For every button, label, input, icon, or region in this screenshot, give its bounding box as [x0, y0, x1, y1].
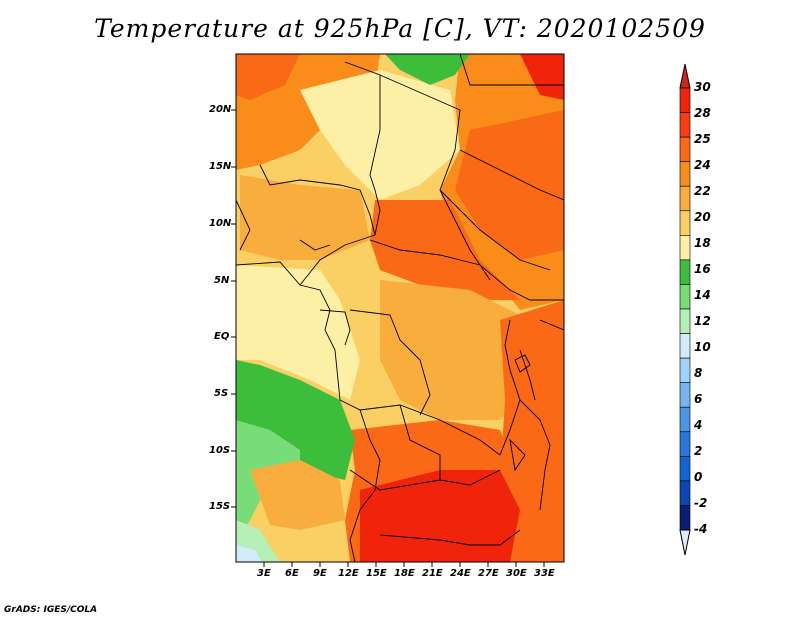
- colorbar-swatch: [679, 136, 691, 162]
- lon-label-33e: 33E: [534, 568, 555, 579]
- colorbar-label-minus2: -2: [694, 496, 708, 510]
- map-frame: [235, 53, 565, 563]
- lat-label-5s: 5S: [214, 388, 229, 399]
- colorbar-label-12: 12: [694, 314, 711, 328]
- colorbar-swatch: [679, 284, 691, 310]
- colorbar-swatch: [679, 235, 691, 261]
- lon-label-27e: 27E: [478, 568, 499, 579]
- temperature-field: [236, 54, 564, 562]
- colorbar-label-20: 20: [694, 210, 711, 224]
- colorbar-label-8: 8: [694, 366, 703, 380]
- colorbar: [679, 63, 691, 556]
- colorbar-label-24: 24: [694, 158, 711, 172]
- lon-tick-marks: [263, 562, 545, 567]
- colorbar-swatch: [679, 480, 691, 506]
- lon-label-21e: 21E: [422, 568, 443, 579]
- colorbar-label-16: 16: [694, 262, 711, 276]
- colorbar-label-30: 30: [694, 80, 711, 94]
- lat-label-15s: 15S: [209, 501, 231, 512]
- colorbar-swatch: [679, 185, 691, 212]
- country-borders: [236, 54, 564, 562]
- lat-label-eq: EQ: [214, 331, 230, 342]
- colorbar-swatch: [679, 406, 691, 433]
- lon-label-9e: 9E: [313, 568, 327, 579]
- colorbar-label-10: 10: [694, 340, 711, 354]
- map-title: Temperature at 925hPa [C], VT: 202010250…: [94, 14, 706, 43]
- colorbar-label-2: 2: [694, 444, 703, 458]
- lon-label-15e: 15E: [366, 568, 387, 579]
- colorbar-swatch: [679, 87, 691, 113]
- colorbar-label-28: 28: [694, 106, 711, 120]
- colorbar-swatch: [679, 210, 691, 236]
- lon-label-3e: 3E: [257, 568, 271, 579]
- lat-label-15n: 15N: [209, 161, 232, 172]
- colorbar-label-14: 14: [694, 288, 711, 302]
- colorbar-swatch: [679, 505, 691, 531]
- colorbar-label-18: 18: [694, 236, 711, 250]
- lat-label-5n: 5N: [214, 275, 230, 286]
- lon-label-30e: 30E: [506, 568, 527, 579]
- lat-tick-marks: [231, 109, 236, 508]
- colorbar-over-triangle: [679, 63, 691, 89]
- grads-credit: GrADS: IGES/COLA: [4, 605, 98, 615]
- colorbar-swatch: [679, 382, 691, 408]
- colorbar-label-6: 6: [694, 392, 703, 406]
- colorbar-label-minus4: -4: [694, 522, 708, 536]
- lon-label-6e: 6E: [285, 568, 299, 579]
- colorbar-label-22: 22: [694, 184, 711, 198]
- colorbar-label-0: 0: [694, 470, 703, 484]
- colorbar-swatch: [679, 357, 691, 383]
- colorbar-swatch: [679, 456, 691, 482]
- colorbar-swatch: [679, 259, 691, 285]
- colorbar-label-25: 25: [694, 132, 711, 146]
- lat-label-20n: 20N: [209, 104, 232, 115]
- lat-label-10n: 10N: [209, 218, 232, 229]
- colorbar-under-triangle: [679, 529, 691, 556]
- lat-label-10s: 10S: [209, 445, 231, 456]
- lon-label-12e: 12E: [338, 568, 359, 579]
- colorbar-swatch: [679, 308, 691, 334]
- lon-label-24e: 24E: [450, 568, 471, 579]
- colorbar-swatch: [679, 431, 691, 457]
- colorbar-label-4: 4: [694, 418, 703, 432]
- colorbar-swatch: [679, 112, 691, 138]
- lon-label-18e: 18E: [394, 568, 415, 579]
- colorbar-swatch: [679, 161, 691, 187]
- colorbar-swatch: [679, 333, 691, 359]
